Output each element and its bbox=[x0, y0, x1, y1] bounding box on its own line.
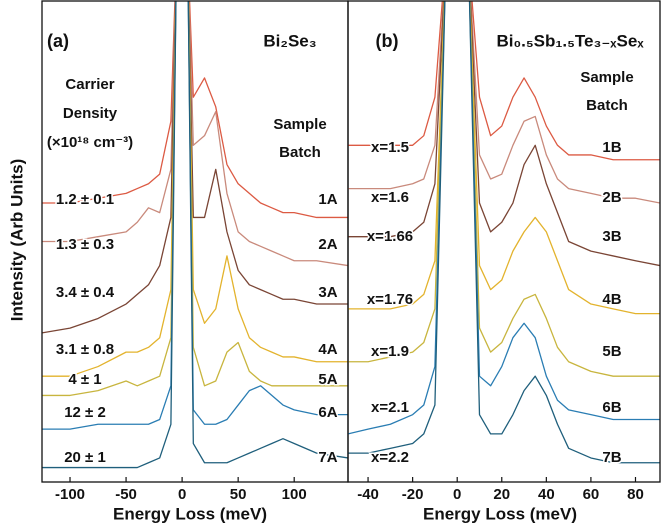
series-annotation: 1.3 ± 0.3 bbox=[56, 236, 114, 253]
series-annotation: 3.1 ± 0.8 bbox=[56, 341, 114, 358]
series-annotation: x=2.1 bbox=[371, 399, 409, 416]
panel-title: Bi₀.₅Sb₁.₅Te₃₋ₓSeₓ bbox=[496, 31, 644, 50]
spectrum-line bbox=[42, 1, 348, 267]
legend-label: 1A bbox=[318, 191, 337, 208]
spectrum-line bbox=[42, 1, 348, 334]
legend-label: 7B bbox=[602, 449, 621, 466]
column-header: Sample bbox=[273, 116, 326, 133]
series-annotation: x=1.6 bbox=[371, 189, 409, 206]
series-annotation: x=1.66 bbox=[367, 228, 413, 245]
series-annotation: 12 ± 2 bbox=[64, 404, 106, 421]
series-annotation: x=1.5 bbox=[371, 139, 409, 156]
column-header: (×10¹⁸ cm⁻³) bbox=[47, 134, 133, 151]
x-tick-label: 0 bbox=[178, 486, 186, 503]
series-group bbox=[348, 1, 660, 464]
column-header: Sample bbox=[580, 69, 633, 86]
legend-label: 2A bbox=[318, 236, 337, 253]
legend-label: 4B bbox=[602, 291, 621, 308]
x-tick-label: 40 bbox=[538, 486, 555, 503]
series-annotation: 20 ± 1 bbox=[64, 449, 106, 466]
x-tick-label: -40 bbox=[357, 486, 379, 503]
x-axis-title: Energy Loss (meV) bbox=[423, 504, 577, 523]
series-annotation: 1.2 ± 0.1 bbox=[56, 191, 114, 208]
series-annotation: x=1.76 bbox=[367, 291, 413, 308]
legend-label: 2B bbox=[602, 189, 621, 206]
spectrum-line bbox=[348, 1, 660, 204]
spectrum-line bbox=[42, 1, 348, 219]
legend-label: 1B bbox=[602, 139, 621, 156]
x-tick-label: 100 bbox=[282, 486, 307, 503]
x-tick-label: -100 bbox=[55, 486, 85, 503]
x-tick-label: -20 bbox=[402, 486, 424, 503]
series-annotation: 3.4 ± 0.4 bbox=[56, 284, 115, 301]
series-annotation: 4 ± 1 bbox=[68, 371, 101, 388]
spectrum-line bbox=[348, 1, 660, 315]
x-axis-title: Energy Loss (meV) bbox=[113, 504, 267, 523]
series-group bbox=[42, 1, 348, 469]
x-tick-label: 50 bbox=[230, 486, 247, 503]
series-annotation: x=2.2 bbox=[371, 449, 409, 466]
y-axis-title: Intensity (Arb Units) bbox=[7, 159, 26, 321]
spectrum-line bbox=[42, 1, 348, 469]
column-header: Density bbox=[63, 105, 118, 122]
spectrum-line bbox=[348, 1, 660, 161]
x-tick-label: 60 bbox=[583, 486, 600, 503]
spectrum-line bbox=[42, 1, 348, 397]
legend-label: 5B bbox=[602, 343, 621, 360]
legend-label: 3A bbox=[318, 284, 337, 301]
panel-label: (a) bbox=[47, 31, 69, 51]
spectrum-line bbox=[348, 1, 660, 435]
column-header: Carrier bbox=[65, 76, 114, 93]
plot-frame bbox=[347, 0, 661, 483]
spectrum-line bbox=[42, 1, 348, 377]
legend-label: 5A bbox=[318, 371, 337, 388]
legend-label: 4A bbox=[318, 341, 337, 358]
spectrum-line bbox=[348, 1, 660, 464]
panel-label: (b) bbox=[376, 31, 399, 51]
column-header: Batch bbox=[586, 97, 628, 114]
spectrum-line bbox=[348, 1, 660, 377]
x-tick-label: 80 bbox=[627, 486, 644, 503]
x-tick-label: 20 bbox=[493, 486, 510, 503]
legend-label: 7A bbox=[318, 449, 337, 466]
legend-label: 6A bbox=[318, 404, 337, 421]
plot-layer: -100 -50 0 50 100 Energy Loss (meV) (a) Bi₂Se₃ C… bbox=[41, 0, 661, 523]
column-header: Batch bbox=[279, 144, 321, 161]
series-annotation: x=1.9 bbox=[371, 343, 409, 360]
x-tick-label: 0 bbox=[453, 486, 461, 503]
spectrum-line bbox=[348, 1, 660, 267]
legend-label: 3B bbox=[602, 228, 621, 245]
legend-label: 6B bbox=[602, 399, 621, 416]
x-tick-label: -50 bbox=[115, 486, 137, 503]
panel-title: Bi₂Se₃ bbox=[263, 31, 316, 50]
